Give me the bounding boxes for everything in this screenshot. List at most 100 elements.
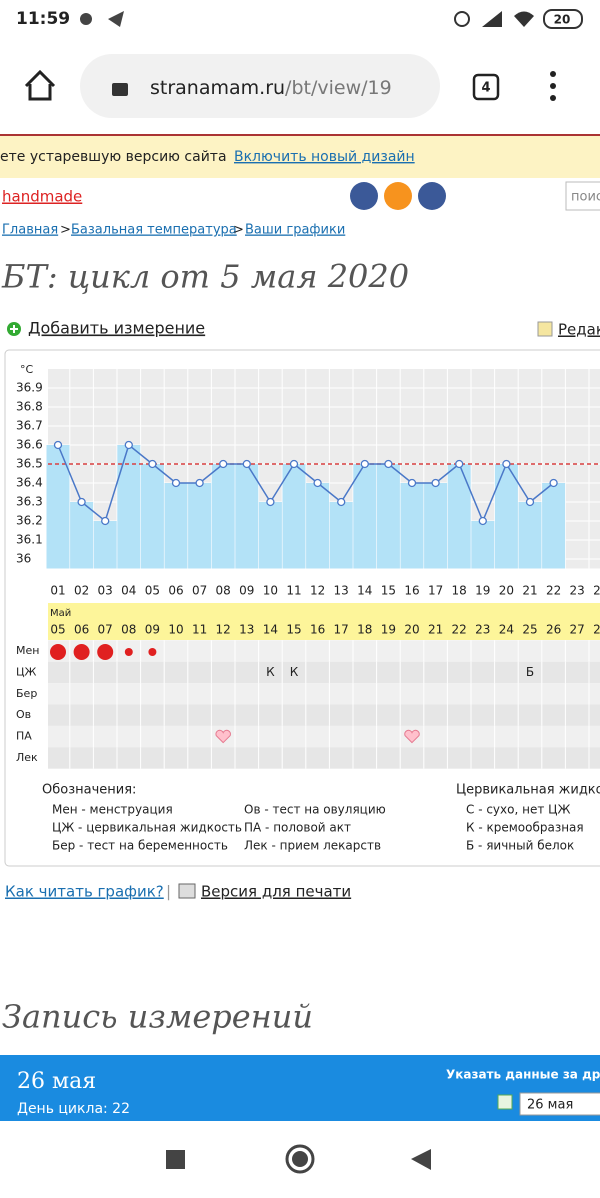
x-tick-label: 02 — [74, 584, 89, 598]
bar — [471, 521, 495, 569]
x-tick-label: 09 — [239, 584, 254, 598]
x-tick-label: 10 — [263, 584, 278, 598]
bar — [282, 464, 306, 569]
alarm-icon — [454, 11, 470, 27]
add-icon — [10, 325, 18, 333]
legend-item: Мен - менструация — [52, 803, 173, 817]
bar — [494, 464, 518, 569]
x-tick-label: 12 — [310, 584, 325, 598]
legend-title: Обозначения: — [42, 783, 136, 798]
tabs-button[interactable] — [472, 73, 500, 101]
section-title: Запись измерений — [2, 998, 313, 1036]
point — [407, 478, 417, 488]
legend-item: Б - яичный белок — [466, 839, 574, 853]
url-bar[interactable] — [80, 54, 440, 118]
month-label: Май — [50, 608, 71, 619]
home-button[interactable] — [24, 69, 56, 101]
x-tick-label: 15 — [381, 584, 396, 598]
date-label: 07 — [98, 623, 113, 637]
how-to-read-link[interactable]: Как читать график? — [5, 883, 164, 901]
y-tick-label: 36.6 — [16, 438, 43, 452]
fb-button[interactable] — [418, 182, 446, 210]
legend: Обозначения: Мен - менструация ЦЖ - церв… — [42, 783, 600, 853]
point — [195, 478, 204, 488]
divider: | — [166, 883, 171, 901]
breadcrumb[interactable]: Главная — [2, 223, 58, 238]
breadcrumb-separator: > — [233, 223, 244, 238]
legend-item: Лек - прием лекарств — [244, 839, 381, 853]
x-tick-label: 21 — [522, 584, 537, 598]
date-label: 13 — [239, 623, 254, 637]
x-tick-label: 01 — [50, 584, 65, 598]
legend-item: Ов - тест на овуляцию — [244, 803, 386, 817]
bar — [46, 445, 70, 569]
date-label: 24 — [499, 623, 514, 637]
y-tick-label: 36.3 — [16, 495, 43, 509]
battery-level: 20 — [554, 13, 571, 27]
back-button[interactable] — [411, 1149, 431, 1170]
banner-link[interactable]: Включить новый дизайн — [234, 149, 415, 165]
menstruation-dot — [50, 644, 66, 660]
bar — [329, 502, 353, 569]
point — [101, 516, 110, 526]
point — [431, 478, 440, 488]
home-button[interactable] — [285, 1144, 315, 1174]
recents-button[interactable] — [166, 1150, 185, 1169]
y-tick-label: 36.9 — [16, 381, 43, 395]
divider — [0, 134, 600, 136]
row-bg — [48, 704, 600, 726]
handmade-link[interactable]: handmade — [2, 188, 82, 206]
date-label: 08 — [121, 623, 136, 637]
y-tick-label: 36.2 — [16, 514, 43, 528]
edit-link[interactable]: Редак — [558, 321, 600, 339]
row-bg — [48, 725, 600, 748]
x-tick-label: 17 — [428, 584, 443, 598]
battery — [543, 9, 583, 29]
point — [478, 516, 487, 526]
x-tick-label: 03 — [98, 584, 113, 598]
point — [171, 478, 181, 488]
date-label: 18 — [357, 623, 372, 637]
banner — [0, 136, 600, 178]
x-tick-label: 23 — [570, 584, 585, 598]
bar — [164, 483, 188, 569]
x-tick-label: 11 — [286, 584, 301, 598]
cell-text: К — [266, 665, 275, 679]
breadcrumb[interactable]: Ваши графики — [245, 223, 345, 238]
x-tick-label: 22 — [546, 584, 561, 598]
date-label: 19 — [381, 623, 396, 637]
point — [502, 459, 511, 469]
date-label: 05 — [50, 623, 65, 637]
cycle-day: День цикла: 22 — [17, 1101, 130, 1117]
status-icon — [108, 11, 124, 27]
menstruation-dot — [97, 644, 114, 660]
calendar-icon[interactable] — [497, 1094, 513, 1110]
x-tick-label: 24 — [593, 584, 600, 598]
row-bg — [48, 747, 600, 769]
vk-button[interactable] — [350, 182, 378, 210]
search-box[interactable] — [565, 181, 600, 211]
point — [53, 440, 63, 450]
date-label: 06 — [74, 623, 89, 637]
heart — [404, 729, 420, 744]
breadcrumb[interactable]: Базальная температура — [71, 223, 237, 238]
date-label: 25 — [522, 623, 537, 637]
row-label: Ов — [16, 708, 31, 721]
record-header — [0, 1055, 600, 1121]
date-label: 17 — [334, 623, 349, 637]
bar — [424, 483, 448, 569]
menu-button[interactable] — [550, 71, 556, 101]
lock-icon — [112, 83, 128, 96]
wifi-icon — [514, 11, 534, 27]
date-label: 14 — [263, 623, 278, 637]
date-label: 09 — [145, 623, 160, 637]
point — [360, 459, 369, 469]
x-tick-label: 07 — [192, 584, 207, 598]
date-input[interactable] — [519, 1092, 600, 1116]
print-link[interactable]: Версия для печати — [201, 883, 351, 901]
add-measure-link[interactable]: Добавить измерение — [28, 319, 205, 338]
ok-button[interactable] — [384, 182, 412, 210]
url: stranamam.ru/bt/view/19 — [150, 77, 392, 99]
point — [242, 459, 251, 469]
